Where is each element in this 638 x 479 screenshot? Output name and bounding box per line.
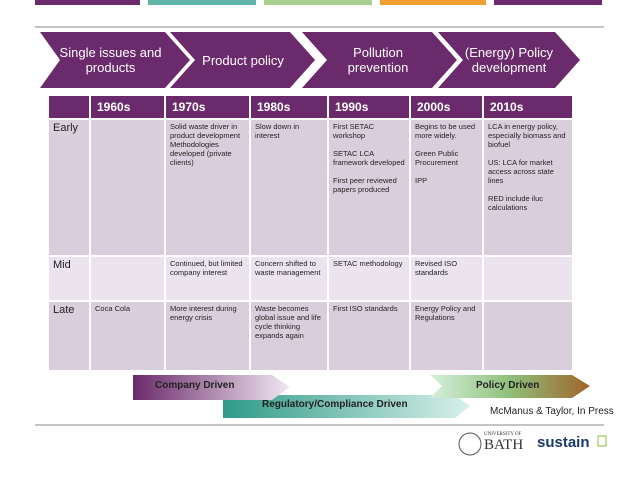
chevron (438, 32, 580, 88)
cell-text: Begins to be used more widely. (415, 122, 476, 140)
table-cell: Solid waste driver in product developmen… (165, 119, 250, 256)
top-bar (380, 0, 486, 5)
header-cell (48, 95, 90, 119)
table-cell: SETAC methodology (328, 256, 410, 301)
citation: McManus & Taylor, In Press (490, 406, 614, 417)
cell-text: Slow down in interest (255, 122, 300, 140)
header-cell: 2000s (410, 95, 483, 119)
chevron (40, 32, 190, 88)
arrow (133, 375, 290, 400)
row-label: Mid (48, 256, 90, 301)
table-cell (90, 256, 165, 301)
table-cell (90, 119, 165, 256)
chevron (302, 32, 457, 88)
cell-text: Coca Cola (95, 304, 131, 313)
cell-text: SETAC methodology (333, 259, 403, 268)
phase-label: Pollution prevention (347, 45, 409, 75)
table-cell: More interest during energy crisis (165, 301, 250, 371)
driver-label: Regulatory/Compliance Driven (262, 399, 408, 410)
phase-label: Product policy (202, 52, 284, 68)
cell-text: SETAC LCA framework developed (333, 149, 405, 167)
header-cell: 1980s (250, 95, 328, 119)
table-cell: Revised ISO standards (410, 256, 483, 301)
header-cell: 1970s (165, 95, 250, 119)
cell-text: First SETAC workshop (333, 122, 375, 140)
table-cell: Concern shifted to waste management (250, 256, 328, 301)
cell-text: US: LCA for market access across state l… (488, 158, 554, 185)
driver-label: Policy Driven (476, 380, 540, 391)
cell-text: Green Public Procurement (415, 149, 459, 167)
cell-text: Energy Policy and Regulations (415, 304, 476, 322)
top-bar (264, 0, 372, 5)
phase-label: (Energy) Policy development (464, 45, 554, 75)
cell-text: Continued, but limited company interest (170, 259, 243, 277)
table-cell: Waste becomes global issue and life cycl… (250, 301, 328, 371)
cell-text: RED include iluc calculations (488, 194, 544, 212)
phase-label: Single issues and products (59, 45, 162, 75)
table-cell: Slow down in interest (250, 119, 328, 256)
arrow (223, 395, 470, 418)
crest (458, 432, 482, 456)
header-cell: 1990s (328, 95, 410, 119)
cell-text: More interest during energy crisis (170, 304, 237, 322)
cell-text: Concern shifted to waste management (255, 259, 321, 277)
table-cell: LCA in energy policy, especially biomass… (483, 119, 573, 256)
cell-text: IPP (415, 176, 428, 185)
row-label: Late (48, 301, 90, 371)
cell-text: LCA in energy policy, especially biomass… (488, 122, 566, 149)
table-cell: Coca Cola (90, 301, 165, 371)
table-cell: First SETAC workshop SETAC LCA framework … (328, 119, 410, 256)
row-label: Early (48, 119, 90, 256)
cell-text: Solid waste driver in product developmen… (170, 122, 241, 167)
cell-text: First peer reviewed papers produced (333, 176, 397, 194)
table-cell: Begins to be used more widely. Green Publ… (410, 119, 483, 256)
top-bar (148, 0, 256, 5)
header-cell: 1960s (90, 95, 165, 119)
table-cell: First ISO standards (328, 301, 410, 371)
table-cell (483, 301, 573, 371)
logo-text: BATH (484, 437, 524, 453)
logo-icon (597, 435, 607, 447)
chevron (170, 32, 315, 88)
driver-label: Company Driven (155, 380, 235, 391)
logo-text: UNIVERSITY OF (484, 432, 522, 437)
cell-text: Waste becomes global issue and life cycl… (255, 304, 321, 340)
arrow (430, 375, 590, 398)
top-bar (35, 0, 140, 5)
cell-text: First ISO standards (333, 304, 398, 313)
header-cell: 2010s (483, 95, 573, 119)
top-bar (494, 0, 602, 5)
table-cell: Continued, but limited company interest (165, 256, 250, 301)
cell-text: Revised ISO standards (415, 259, 458, 277)
table-cell: Energy Policy and Regulations (410, 301, 483, 371)
table-cell (483, 256, 573, 301)
logo-text: sustain (537, 434, 590, 451)
